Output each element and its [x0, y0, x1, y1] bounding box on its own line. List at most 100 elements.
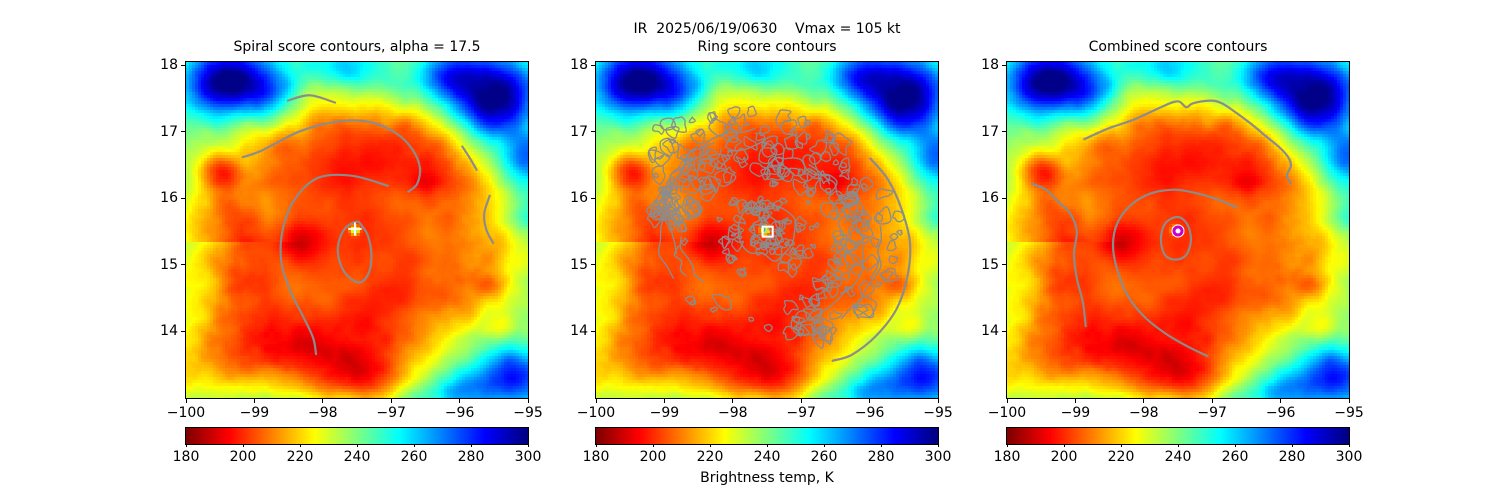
ring-score-contour-speckle [809, 139, 828, 157]
contour-overlay-spiral [241, 94, 495, 356]
contour-overlay-ring [645, 105, 912, 362]
ring-score-contour-speckle [678, 222, 688, 232]
ring-score-contour-speckle [728, 223, 744, 235]
storm-center-marker-circle [1172, 225, 1184, 237]
colorbar-tick-mark [1177, 444, 1179, 447]
colorbar-tick-label: 240 [1164, 449, 1192, 465]
ring-score-contour-speckle [651, 165, 666, 185]
colorbar-tick-mark [242, 444, 244, 447]
x-tick-label: −97 [1197, 405, 1227, 421]
ring-score-contour-speckle [755, 245, 769, 256]
ring-score-contour-speckle [848, 225, 867, 247]
ring-score-contour-speckle [677, 221, 687, 233]
colorbar-tick-mark [937, 444, 939, 447]
ring-score-contour-speckle [781, 218, 789, 224]
ring-score-contour-speckle [789, 247, 797, 255]
combined-score-contour [1159, 215, 1193, 261]
ring-score-contour-speckle [853, 303, 875, 319]
ring-score-contour-speckle [686, 206, 702, 220]
colorbar-tick-label: 240 [753, 449, 781, 465]
ring-score-contour-speckle [886, 239, 897, 252]
ring-score-contour-speckle [652, 209, 664, 220]
colorbar-canvas-combined [1007, 428, 1349, 444]
x-tick-mark [800, 399, 802, 403]
ring-score-contour-speckle [829, 311, 843, 320]
ring-score-contour-speckle [699, 183, 717, 202]
ring-score-contour-speckle [803, 119, 811, 126]
ring-score-contour-speckle [652, 172, 659, 179]
ring-score-contour-speckle [795, 222, 806, 233]
ring-score-contour-speckle [828, 190, 843, 205]
ring-score-contour-speckle [801, 296, 813, 308]
y-tick-mark [591, 197, 595, 199]
ring-score-contour-arc [840, 244, 865, 295]
ring-score-contour-arc [790, 157, 831, 185]
ring-score-contour-speckle [730, 233, 737, 237]
ring-score-contour-speckle [771, 180, 779, 187]
colorbar-tick-mark [1291, 444, 1293, 447]
ring-score-contour-arc [726, 139, 766, 152]
ring-score-contour-speckle [840, 161, 848, 169]
ring-score-contour-speckle [845, 238, 859, 252]
x-tick-mark [253, 399, 255, 403]
ring-score-contour-speckle [759, 242, 769, 251]
ring-score-contour-speckle [844, 250, 860, 271]
colorbar-tick-mark [1120, 444, 1122, 447]
ring-score-contour-speckle [758, 209, 773, 222]
ring-score-contour-speckle [811, 275, 830, 291]
x-tick-label: −100 [987, 405, 1027, 421]
ring-score-contour-speckle [649, 208, 658, 216]
ring-score-contour-speckle [646, 212, 668, 229]
ring-score-contour-speckle [775, 109, 792, 128]
x-tick-label: −97 [376, 405, 406, 421]
colorbar-tick-mark [1006, 444, 1008, 447]
colorbar-tick-mark [413, 444, 415, 447]
colorbar-tick-mark [527, 444, 529, 447]
ring-score-contour-speckle [859, 176, 874, 192]
ring-score-contour-arc [668, 210, 678, 255]
colorbar-axis-label: Brightness temp, K [700, 470, 834, 486]
contour-overlay-combined [1031, 99, 1293, 358]
ring-score-contour-speckle [792, 178, 809, 197]
ring-score-contour-speckle [809, 243, 817, 249]
combined-score-contour [1083, 99, 1293, 185]
x-tick-mark [390, 399, 392, 403]
ring-score-contour-speckle [731, 238, 744, 252]
ring-score-contour-speckle [679, 175, 701, 195]
ring-score-contour-speckle [761, 140, 776, 158]
ring-score-contour-speckle [819, 151, 832, 162]
ring-score-contour-speckle [846, 184, 861, 198]
ring-score-contour-speckle [792, 325, 805, 337]
ring-score-contour-speckle [760, 167, 771, 181]
x-tick-label: −98 [1129, 405, 1159, 421]
colorbar-tick-label: 300 [924, 449, 952, 465]
ring-score-contour-speckle [724, 136, 742, 152]
y-tick-label: 18 [570, 57, 588, 74]
ring-score-contour-speckle [810, 322, 827, 340]
ring-score-contour-speckle [727, 106, 741, 119]
ring-score-contour-speckle [797, 168, 805, 177]
colorbar-tick-label: 220 [1107, 449, 1135, 465]
ring-score-contour-speckle [745, 201, 760, 215]
ring-score-contour-speckle [727, 115, 737, 127]
x-tick-mark [663, 399, 665, 403]
y-tick-label: 17 [981, 123, 999, 140]
ring-score-contour-speckle [709, 306, 718, 313]
ring-score-contour-speckle [652, 124, 665, 135]
x-tick-label: −99 [649, 405, 680, 421]
plot-area-spiral [185, 61, 529, 399]
colorbar-tick-label: 200 [639, 449, 667, 465]
ring-score-contour-speckle [777, 262, 790, 274]
ring-score-contour-speckle [793, 244, 805, 257]
colorbar-tick-mark [823, 444, 825, 447]
ring-score-contour-speckle [793, 310, 810, 324]
ring-score-contour-speckle [808, 151, 822, 165]
colorbar-tick-mark [652, 444, 654, 447]
ring-score-contour-speckle [815, 290, 828, 300]
x-tick-mark [322, 399, 324, 403]
ring-score-contour-speckle [892, 210, 906, 223]
y-tick-mark [1002, 264, 1006, 266]
y-tick-label: 17 [570, 123, 588, 140]
colorbar-tick-mark [595, 444, 597, 447]
